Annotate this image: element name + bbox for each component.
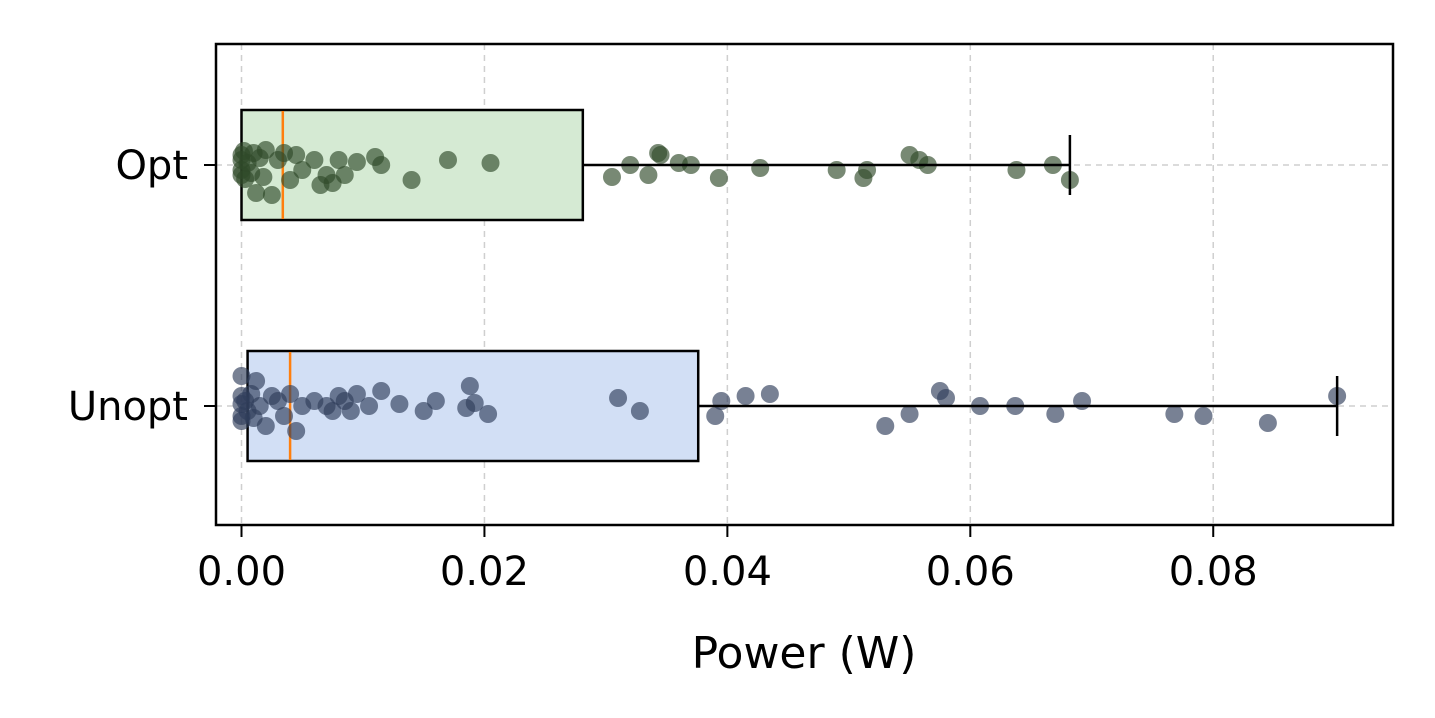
data-point — [876, 417, 895, 435]
data-point — [465, 394, 484, 412]
data-point — [630, 402, 649, 420]
data-point — [323, 402, 342, 420]
data-point — [347, 153, 366, 171]
plot-frame — [214, 42, 1395, 527]
data-point — [247, 184, 266, 202]
whisker-layer — [582, 135, 1339, 436]
data-point — [712, 392, 731, 410]
data-point — [256, 141, 275, 159]
data-point — [937, 389, 956, 407]
data-point — [372, 156, 391, 174]
data-point — [402, 171, 421, 189]
data-point — [293, 161, 312, 179]
data-point — [1046, 405, 1065, 423]
data-point — [341, 402, 360, 420]
data-point — [256, 417, 275, 435]
data-point — [281, 385, 300, 403]
data-point — [347, 385, 366, 403]
x-tick-label: 0.08 — [1169, 549, 1258, 595]
axis-layer: 0.00 0.02 0.04 0.06 0.08 Opt Unopt — [68, 143, 1258, 595]
data-point — [250, 397, 269, 415]
data-point — [305, 151, 324, 169]
data-point — [438, 151, 457, 169]
data-point — [287, 422, 306, 440]
data-point — [1007, 161, 1026, 179]
data-point — [281, 171, 300, 189]
x-tick-label: 0.02 — [440, 549, 529, 595]
data-point — [481, 154, 500, 172]
x-tick-label: 0.06 — [926, 549, 1015, 595]
category-label: Opt — [115, 143, 188, 189]
data-point — [706, 407, 725, 425]
data-point — [1165, 405, 1184, 423]
box-opt — [240, 108, 585, 222]
data-point — [751, 159, 770, 177]
data-point — [247, 372, 266, 390]
data-point — [1194, 407, 1213, 425]
data-point — [460, 377, 479, 395]
data-point — [254, 168, 273, 186]
points-layer — [232, 141, 1347, 440]
data-point — [287, 146, 306, 164]
category-label: Unopt — [68, 384, 188, 430]
data-point — [329, 151, 348, 169]
data-point — [609, 389, 628, 407]
data-point — [1258, 414, 1277, 432]
data-point — [390, 395, 409, 413]
data-point — [651, 146, 670, 164]
data-point — [709, 169, 728, 187]
data-point — [414, 402, 433, 420]
x-axis-title: Power (W) — [692, 628, 917, 679]
data-point — [360, 397, 379, 415]
data-point — [760, 385, 779, 403]
x-tick-label: 0.04 — [683, 549, 772, 595]
data-point — [858, 161, 877, 179]
data-point — [1073, 392, 1092, 410]
data-point — [736, 387, 755, 405]
data-point — [262, 186, 281, 204]
data-point — [275, 407, 294, 425]
x-tick-label: 0.00 — [197, 549, 286, 595]
data-point — [602, 168, 621, 186]
data-point — [900, 405, 919, 423]
data-point — [426, 392, 445, 410]
data-point — [372, 382, 391, 400]
data-point — [827, 161, 846, 179]
data-point — [479, 405, 498, 423]
data-point — [232, 367, 251, 385]
data-point — [335, 166, 354, 184]
data-point — [639, 166, 658, 184]
